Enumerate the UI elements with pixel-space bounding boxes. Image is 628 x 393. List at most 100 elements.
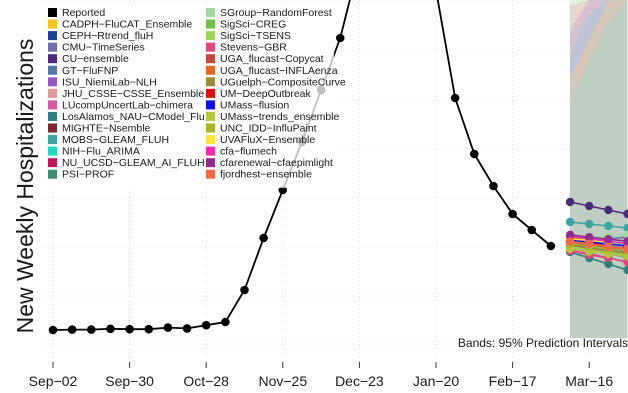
legend-entry: PSI−PROF [48, 169, 114, 181]
reported-point [335, 33, 345, 43]
legend-swatch [48, 77, 57, 87]
reported-point [508, 209, 517, 219]
legend-swatch [206, 169, 215, 179]
legend-entry: NIH−Flu_ARIMA [48, 146, 140, 158]
reported-point [259, 233, 268, 243]
legend-label: UGA_flucast−Copycat [220, 53, 324, 65]
legend-label: UMass−trends_ensemble [220, 111, 340, 123]
legend-entry: fjordhest−ensemble [206, 169, 312, 181]
legend-entry: UM−DeepOutbreak [206, 88, 312, 100]
legend-entry: CMU−TimeSeries [48, 42, 145, 54]
forecast-line [569, 244, 628, 254]
legend: ReportedCADPH−FluCAT_EnsembleCEPH−Rtrend… [44, 4, 346, 188]
legend-swatch [48, 19, 57, 29]
legend-entry: CADPH−FluCAT_Ensemble [48, 19, 192, 31]
legend-entry: CEPH−Rtrend_fluH [48, 30, 153, 42]
forecast-point [623, 209, 628, 219]
legend-swatch [48, 169, 57, 179]
forecast-point [565, 197, 575, 207]
legend-entry: LosAlamos_NAU−CModel_Flu [48, 111, 205, 123]
legend-label: UM−DeepOutbreak [220, 88, 312, 100]
legend-label: SigSci−TSENS [220, 30, 291, 42]
legend-swatch [206, 54, 215, 64]
forecast-point [585, 233, 594, 242]
legend-swatch [206, 31, 215, 41]
legend-label: MOBS−GLEAM_FLUH [62, 134, 169, 146]
legend-label: Stevens−GBR [220, 42, 287, 54]
reported-point [48, 325, 58, 335]
legend-label: PSI−PROF [62, 169, 114, 181]
reported-point [240, 285, 249, 295]
forecast-point [604, 205, 613, 215]
legend-entry: JHU_CSSE−CSSE_Ensemble [48, 88, 204, 100]
prediction-interval-bands [570, 0, 628, 338]
legend-label: NU_UCSD−GLEAM_AI_FLUH [62, 157, 205, 169]
legend-swatch [48, 8, 57, 17]
legend-swatch [206, 8, 215, 17]
legend-swatch [206, 135, 215, 145]
legend-swatch [206, 123, 215, 133]
reported-point [221, 317, 230, 327]
legend-entry: NU_UCSD−GLEAM_AI_FLUH [48, 157, 205, 169]
forecast-line [569, 240, 628, 250]
legend-entry: SigSci−CREG [206, 19, 286, 31]
forecast-point [623, 223, 628, 233]
legend-entry: CU−ensemble [48, 53, 129, 65]
legend-swatch [48, 88, 57, 98]
legend-entry: UGA_flucast−INFLAenza [206, 65, 338, 77]
forecast-line [569, 234, 628, 242]
legend-label: SigSci−CREG [220, 19, 286, 31]
forecast-line [569, 251, 628, 271]
legend-label: ISU_NiemiLab−NLH [62, 76, 157, 88]
legend-entry: cfa−flumech [206, 146, 277, 158]
reported-point [527, 225, 537, 235]
forecast-point [604, 242, 613, 251]
y-axis-label: New Weekly Hospitalizations [12, 39, 38, 334]
legend-swatch [206, 65, 215, 75]
legend-label: fjordhest−ensemble [220, 169, 312, 181]
forecast-series-MOBS−GLEAM_FLUH [565, 217, 628, 233]
legend-entry: Reported [48, 7, 105, 19]
forecast-point [585, 239, 594, 249]
legend-label: cfa−flumech [220, 146, 277, 158]
legend-label: MIGHTE−Nsemble [62, 123, 151, 135]
legend-swatch [48, 123, 57, 133]
reported-point [67, 325, 77, 334]
legend-label: NIH−Flu_ARIMA [62, 146, 140, 158]
legend-swatch [206, 19, 215, 29]
legend-entry: UMass−trends_ensemble [206, 111, 340, 123]
forecast-line [569, 246, 628, 256]
legend-label: cfarenewal−cfaepimlight [220, 157, 333, 169]
legend-entry: UMass−flusion [206, 99, 289, 111]
legend-swatch [48, 158, 57, 168]
legend-entry: UVAFluX−Ensemble [206, 134, 315, 146]
legend-entry: UNC_IDD−InfluPaint [206, 123, 317, 135]
forecast-line [569, 242, 628, 252]
reported-point [489, 181, 498, 191]
forecast-point [604, 259, 613, 269]
legend-swatch [206, 111, 215, 121]
legend-label: CADPH−FluCAT_Ensemble [62, 19, 192, 31]
forecast-line [569, 239, 628, 247]
reported-point [450, 93, 460, 103]
forecast-point [623, 237, 628, 246]
legend-entry: SGroup−RandomForest [206, 7, 332, 19]
legend-entry: MIGHTE−Nsemble [48, 123, 151, 135]
legend-swatch [206, 100, 215, 110]
legend-label: UNC_IDD−InfluPaint [220, 123, 317, 135]
legend-swatch [48, 54, 57, 64]
legend-label: UMass−flusion [220, 99, 289, 111]
legend-entry: UGA_flucast−Copycat [206, 53, 324, 65]
legend-label: Reported [62, 7, 105, 19]
legend-entry: SigSci−TSENS [206, 30, 291, 42]
x-axis: Sep−02 Sep−30 Oct−28 Nov−25 Dec−23 Jan−20 Feb−… [29, 362, 613, 389]
legend-swatch [206, 77, 215, 87]
legend-label: LUcompUncertLab−chimera [62, 99, 193, 111]
forecast-point [565, 217, 575, 227]
legend-label: LosAlamos_NAU−CModel_Flu [62, 111, 205, 123]
legend-swatch [206, 158, 215, 168]
forecast-point [565, 230, 575, 239]
legend-swatch [206, 88, 215, 98]
legend-label: SGroup−RandomForest [220, 7, 332, 19]
